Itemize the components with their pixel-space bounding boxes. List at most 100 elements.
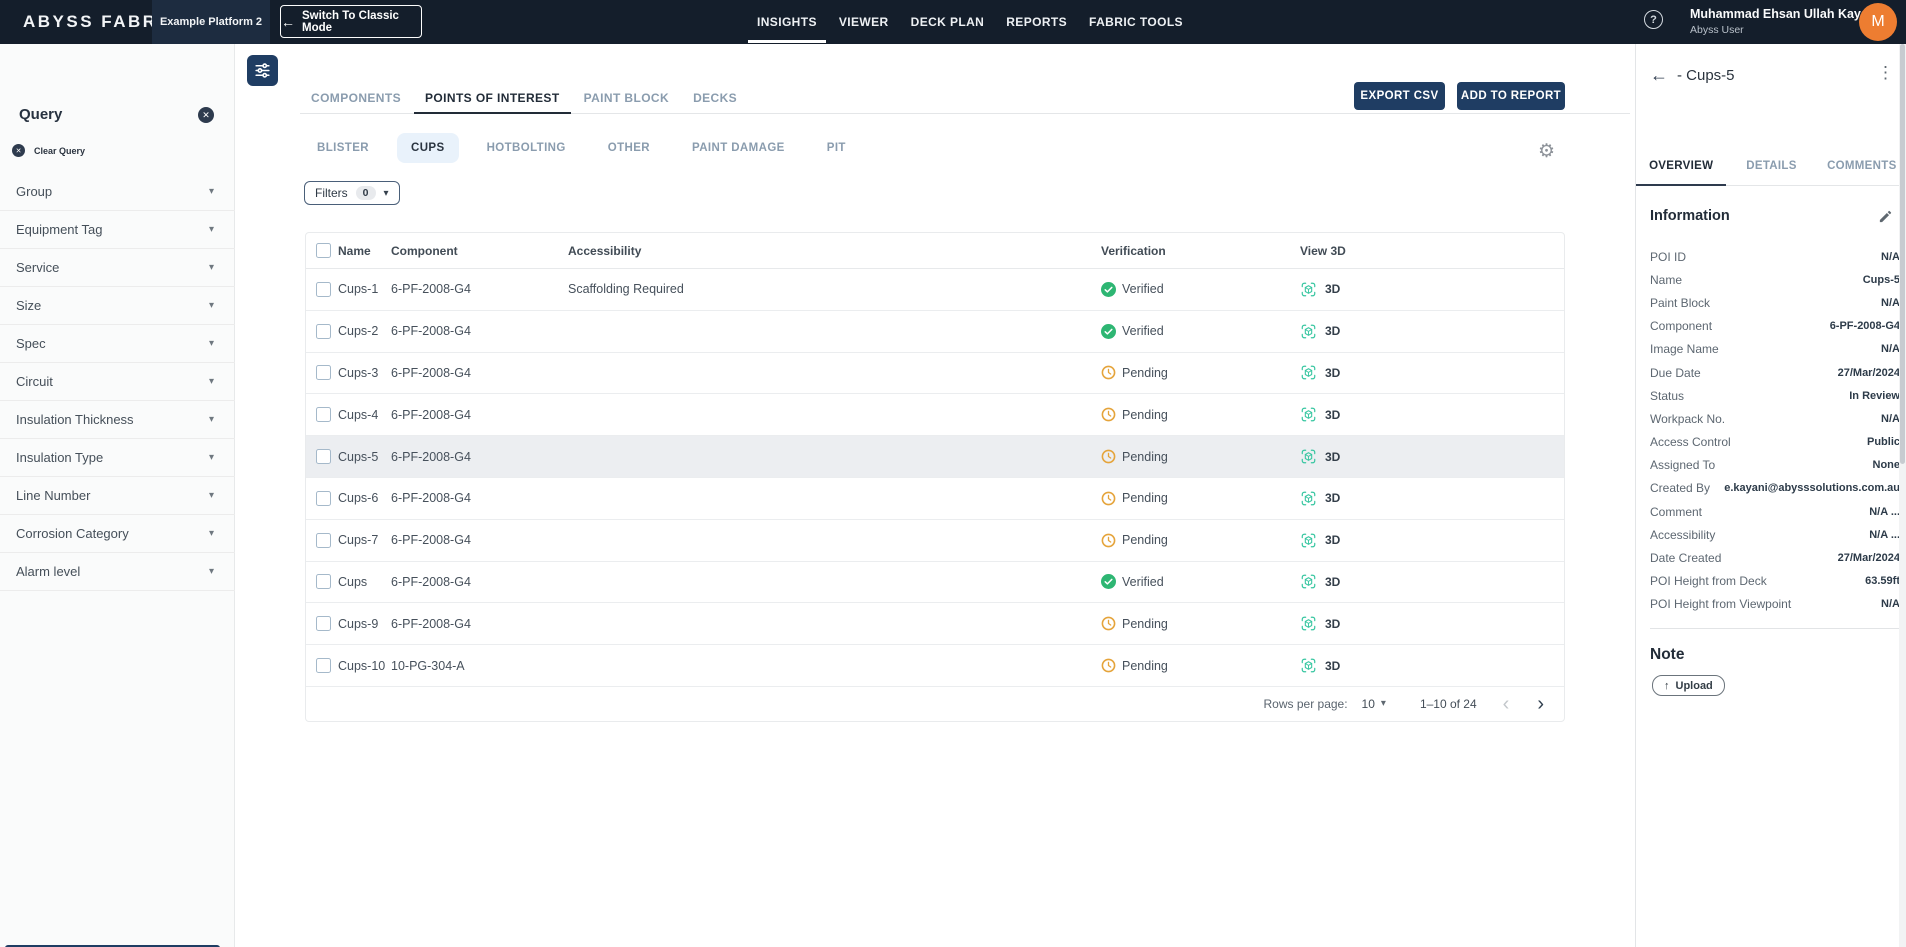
- info-field-value: None: [1872, 459, 1901, 472]
- view-3d-button[interactable]: 3D: [1300, 406, 1564, 423]
- switch-to-classic-mode-button[interactable]: ← Switch To Classic Mode: [280, 5, 422, 38]
- table-row-cups-4[interactable]: Cups-4 6-PF-2008-G4 Pending: [306, 394, 1564, 437]
- table-row-cups-1[interactable]: Cups-1 6-PF-2008-G4 Scaffolding Required…: [306, 269, 1564, 311]
- subtab-hotbolting[interactable]: HOTBOLTING: [473, 133, 580, 163]
- row-checkbox[interactable]: [316, 658, 331, 674]
- nav-viewer[interactable]: VIEWER: [828, 0, 900, 44]
- sidebar-item-size[interactable]: Size ▾: [0, 287, 235, 325]
- nav-fabric-tools[interactable]: FABRIC TOOLS: [1078, 0, 1194, 44]
- table-row-cups-3[interactable]: Cups-3 6-PF-2008-G4 Pending: [306, 353, 1564, 395]
- edit-pencil-icon[interactable]: [1878, 209, 1893, 224]
- kebab-menu-icon[interactable]: ⋮: [1877, 63, 1894, 82]
- view-3d-button[interactable]: 3D: [1300, 323, 1564, 340]
- platform-selector[interactable]: Example Platform 2: [152, 0, 270, 44]
- info-field-label: POI ID: [1650, 249, 1687, 264]
- nav-deck-plan[interactable]: DECK PLAN: [900, 0, 996, 44]
- sidebar-item-line-number[interactable]: Line Number ▾: [0, 477, 235, 515]
- detail-tab-details[interactable]: DETAILS: [1726, 146, 1816, 185]
- row-checkbox[interactable]: [316, 281, 331, 297]
- apply-query-button[interactable]: APPLY QUERY: [5, 945, 220, 947]
- view-3d-button[interactable]: 3D: [1300, 448, 1564, 465]
- toggle-query-panel-button[interactable]: [247, 55, 278, 86]
- detail-tab-comments[interactable]: COMMENTS: [1817, 146, 1906, 185]
- cell-verification: Verified: [1101, 574, 1300, 590]
- back-arrow-icon[interactable]: ←: [1650, 65, 1668, 85]
- subtab-cups[interactable]: CUPS: [397, 132, 459, 163]
- verification-label: Pending: [1122, 449, 1168, 464]
- sidebar-item-corrosion-category[interactable]: Corrosion Category ▾: [0, 515, 235, 553]
- detail-tab-overview[interactable]: OVERVIEW: [1636, 146, 1727, 186]
- tab-paint-block[interactable]: PAINT BLOCK: [573, 83, 681, 113]
- nav-insights[interactable]: INSIGHTS: [746, 0, 828, 44]
- cell-component: 6-PF-2008-G4: [391, 616, 471, 631]
- view-3d-button[interactable]: 3D: [1300, 615, 1564, 632]
- table-settings-gear-icon[interactable]: ⚙: [1538, 141, 1556, 162]
- sidebar-item-service[interactable]: Service ▾: [0, 249, 235, 287]
- upload-button[interactable]: ↑ Upload: [1652, 675, 1725, 696]
- subtab-pit[interactable]: PIT: [813, 133, 860, 163]
- chevron-down-icon: ▾: [208, 376, 214, 387]
- cell-name: Cups-2: [338, 324, 379, 339]
- sidebar-item-label: Insulation Thickness: [16, 412, 134, 427]
- table-row-cups-2[interactable]: Cups-2 6-PF-2008-G4 Verified: [306, 311, 1564, 353]
- view-3d-button[interactable]: 3D: [1300, 281, 1564, 298]
- row-checkbox[interactable]: [316, 532, 331, 548]
- previous-page-chevron-icon[interactable]: ‹: [1502, 692, 1510, 715]
- rows-per-page-select[interactable]: 10 ▾: [1361, 696, 1386, 711]
- sidebar-item-insulation-thickness[interactable]: Insulation Thickness ▾: [0, 401, 235, 439]
- info-field-label: POI Height from Deck: [1650, 574, 1767, 589]
- table-row-cups[interactable]: Cups 6-PF-2008-G4 Verified: [306, 562, 1564, 604]
- row-checkbox[interactable]: [316, 574, 331, 590]
- add-to-report-button[interactable]: ADD TO REPORT: [1457, 82, 1565, 110]
- view-3d-button[interactable]: 3D: [1300, 657, 1564, 674]
- sidebar-item-alarm-level[interactable]: Alarm level ▾: [0, 553, 235, 591]
- view-3d-button[interactable]: 3D: [1300, 573, 1564, 590]
- export-csv-button[interactable]: EXPORT CSV: [1354, 82, 1445, 110]
- information-title: Information: [1650, 208, 1730, 224]
- row-checkbox[interactable]: [316, 407, 331, 423]
- avatar[interactable]: M: [1859, 3, 1897, 41]
- info-field-comment: Comment N/A ...: [1650, 500, 1900, 523]
- help-icon[interactable]: ?: [1644, 10, 1663, 29]
- row-checkbox[interactable]: [316, 449, 331, 465]
- verified-check-icon: [1101, 574, 1116, 590]
- table-row-cups-6[interactable]: Cups-6 6-PF-2008-G4 Pending: [306, 478, 1564, 520]
- view-3d-button[interactable]: 3D: [1300, 532, 1564, 549]
- nav-reports[interactable]: REPORTS: [995, 0, 1078, 44]
- tab-decks[interactable]: DECKS: [682, 83, 748, 113]
- view-3d-button[interactable]: 3D: [1300, 490, 1564, 507]
- view-3d-label: 3D: [1325, 407, 1341, 422]
- info-field-component: Component 6-PF-2008-G4: [1650, 315, 1900, 338]
- sidebar-item-insulation-type[interactable]: Insulation Type ▾: [0, 439, 235, 477]
- sidebar-item-label: Corrosion Category: [16, 526, 129, 541]
- clear-query-button[interactable]: ✕ Clear Query: [12, 144, 85, 157]
- row-checkbox[interactable]: [316, 616, 331, 632]
- row-checkbox[interactable]: [316, 490, 331, 506]
- chevron-down-icon: ▾: [208, 224, 214, 235]
- next-page-chevron-icon[interactable]: ›: [1537, 692, 1544, 715]
- sidebar-item-spec[interactable]: Spec ▾: [0, 325, 235, 363]
- sidebar-item-equipment-tag[interactable]: Equipment Tag ▾: [0, 211, 235, 249]
- row-checkbox[interactable]: [316, 365, 331, 381]
- detail-panel-title: - Cups-5: [1677, 67, 1735, 84]
- view-3d-button[interactable]: 3D: [1300, 364, 1564, 381]
- close-query-panel-icon[interactable]: ✕: [198, 107, 214, 123]
- select-all-checkbox[interactable]: [316, 243, 331, 258]
- row-checkbox[interactable]: [316, 323, 331, 339]
- vertical-scrollbar-thumb[interactable]: [1900, 44, 1905, 464]
- table-row-cups-7[interactable]: Cups-7 6-PF-2008-G4 Pending: [306, 520, 1564, 562]
- table-row-cups-10[interactable]: Cups-10 10-PG-304-A Pending: [306, 645, 1564, 687]
- sidebar-item-circuit[interactable]: Circuit ▾: [0, 363, 235, 401]
- table-row-cups-5[interactable]: Cups-5 6-PF-2008-G4 Pending: [306, 436, 1564, 478]
- subtab-blister[interactable]: BLISTER: [303, 133, 383, 163]
- table-row-cups-9[interactable]: Cups-9 6-PF-2008-G4 Pending: [306, 603, 1564, 646]
- tab-components[interactable]: COMPONENTS: [300, 83, 412, 113]
- tab-points-of-interest[interactable]: POINTS OF INTEREST: [414, 83, 571, 114]
- sidebar-item-group[interactable]: Group ▾: [0, 173, 235, 211]
- filters-dropdown-button[interactable]: Filters 0 ▾: [304, 181, 400, 205]
- subtab-other[interactable]: OTHER: [594, 133, 664, 163]
- view-3d-label: 3D: [1325, 365, 1341, 380]
- info-field-label: Workpack No.: [1650, 411, 1726, 426]
- subtab-paint-damage[interactable]: PAINT DAMAGE: [678, 133, 799, 163]
- poi-type-tab-label: HOTBOLTING: [486, 141, 566, 154]
